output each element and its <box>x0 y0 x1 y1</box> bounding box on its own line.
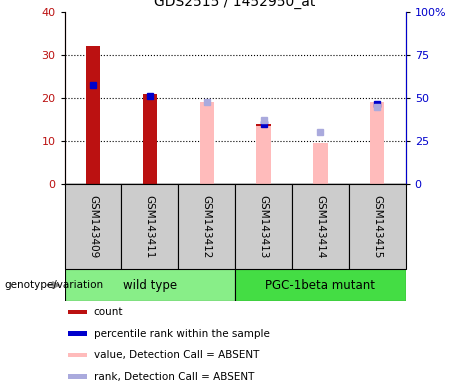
Text: GSM143409: GSM143409 <box>88 195 98 258</box>
Text: wild type: wild type <box>123 279 177 291</box>
Bar <box>370 102 384 184</box>
Bar <box>256 126 271 184</box>
Bar <box>65 269 235 301</box>
Bar <box>68 331 87 336</box>
Text: PGC-1beta mutant: PGC-1beta mutant <box>266 279 375 291</box>
Bar <box>235 184 292 269</box>
Text: GSM143412: GSM143412 <box>201 195 212 258</box>
Bar <box>349 184 406 269</box>
Bar <box>313 143 327 184</box>
Bar <box>65 184 121 269</box>
Bar <box>68 353 87 358</box>
Bar <box>292 184 349 269</box>
Bar <box>370 102 384 184</box>
Text: genotype/variation: genotype/variation <box>5 280 104 290</box>
Bar <box>200 102 214 184</box>
Bar <box>68 374 87 379</box>
Text: GSM143414: GSM143414 <box>315 195 325 258</box>
Bar <box>143 94 157 184</box>
Bar <box>68 310 87 314</box>
Bar <box>178 184 235 269</box>
Text: GSM143413: GSM143413 <box>259 195 269 258</box>
Bar <box>86 46 100 184</box>
Title: GDS2515 / 1452950_at: GDS2515 / 1452950_at <box>154 0 316 9</box>
Bar <box>121 184 178 269</box>
Text: rank, Detection Call = ABSENT: rank, Detection Call = ABSENT <box>94 372 254 382</box>
Text: percentile rank within the sample: percentile rank within the sample <box>94 329 269 339</box>
Text: GSM143411: GSM143411 <box>145 195 155 258</box>
Bar <box>235 269 406 301</box>
Text: count: count <box>94 307 123 317</box>
Text: value, Detection Call = ABSENT: value, Detection Call = ABSENT <box>94 350 259 360</box>
Text: GSM143415: GSM143415 <box>372 195 382 258</box>
Bar <box>256 124 271 184</box>
